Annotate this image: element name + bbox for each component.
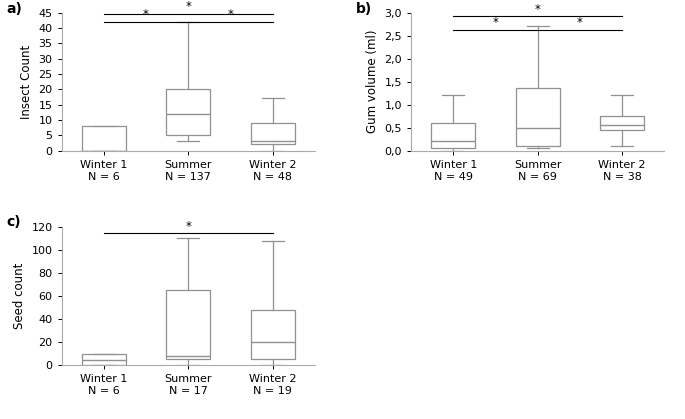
Y-axis label: Gum volume (ml): Gum volume (ml) [366,30,379,133]
PathPatch shape [82,126,126,150]
Text: *: * [186,0,191,13]
Text: c): c) [6,215,21,230]
PathPatch shape [166,89,210,135]
Y-axis label: Insect Count: Insect Count [20,44,33,119]
PathPatch shape [82,354,126,365]
Text: *: * [493,16,499,29]
PathPatch shape [166,290,210,359]
Text: *: * [227,8,234,21]
Text: a): a) [6,2,22,16]
PathPatch shape [516,88,560,146]
PathPatch shape [251,310,295,359]
Y-axis label: Seed count: Seed count [13,262,26,329]
Text: b): b) [356,2,372,16]
Text: *: * [143,8,149,21]
Text: *: * [535,3,540,16]
PathPatch shape [432,123,475,148]
Text: *: * [186,220,191,233]
PathPatch shape [600,116,644,130]
Text: *: * [577,16,583,29]
PathPatch shape [251,123,295,145]
